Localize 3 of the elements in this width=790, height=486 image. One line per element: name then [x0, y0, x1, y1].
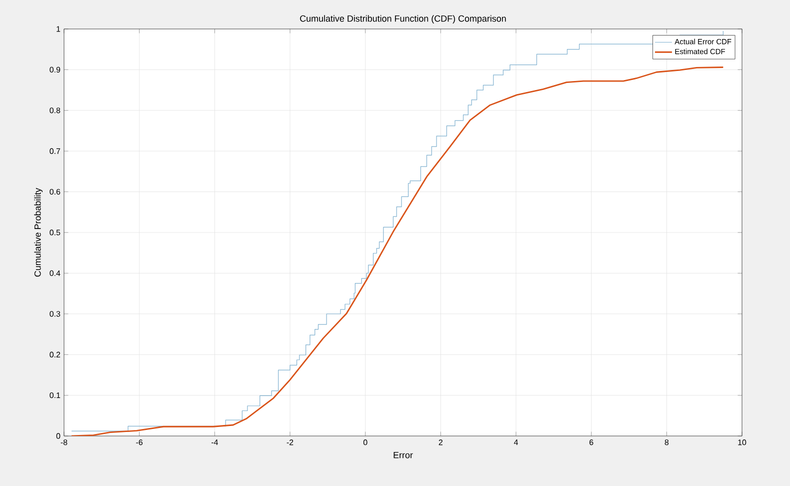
x-axis-title: Error [394, 452, 413, 458]
chart-title: Cumulative Distribution Function (CDF) Comparison [300, 15, 506, 24]
y-axis-title: Cumulative Probability [34, 188, 43, 277]
